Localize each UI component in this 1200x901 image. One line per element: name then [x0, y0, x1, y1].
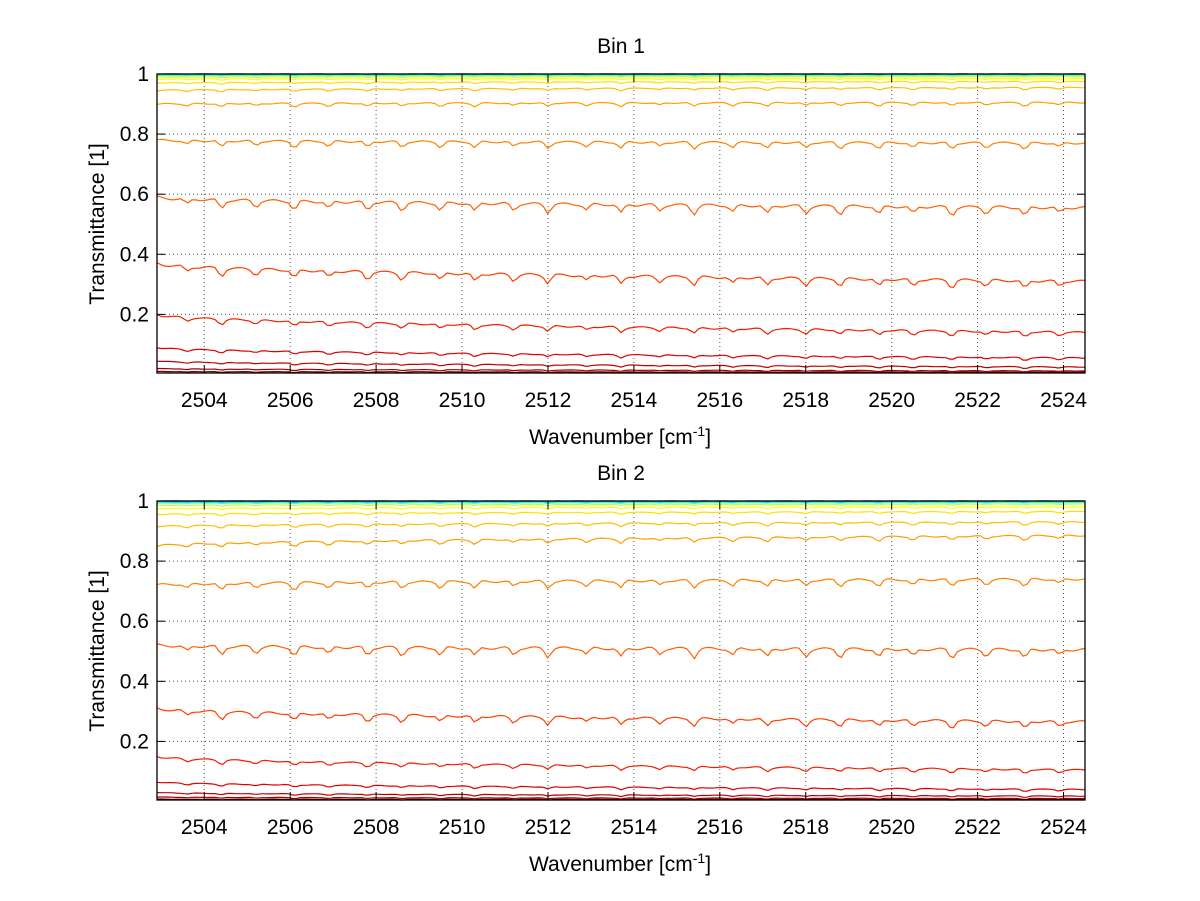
- y-axis-label: Transmittance [1]: [86, 570, 109, 731]
- chart-title: Bin 1: [597, 35, 645, 58]
- y-tick-label: 0.6: [120, 183, 149, 206]
- x-tick-label: 2516: [696, 389, 743, 412]
- plot-area: 2504 2506 2508 2510 2512 2514 2516 2518 2520 2522…: [120, 63, 1087, 412]
- y-tick-label: 1: [137, 63, 149, 86]
- chart-title: Bin 2: [597, 462, 645, 485]
- plot-area: 2504 2506 2508 2510 2512 2514 2516 2518 2520 2522…: [120, 490, 1087, 839]
- series-line: [156, 360, 1085, 370]
- x-tick-label: 2504: [181, 816, 228, 839]
- x-tick-label: 2506: [267, 816, 314, 839]
- y-tick-label: 0.8: [120, 123, 149, 146]
- y-tick-label: 0.4: [120, 670, 150, 693]
- subplot-bin-2: Bin 2 2504 2506 2508 2510 2512 2514 2516 2518 25…: [86, 462, 1087, 876]
- series-line: [156, 347, 1086, 361]
- series-line: [156, 101, 1086, 108]
- series-line: [156, 781, 1086, 792]
- x-tick-label: 2520: [868, 389, 915, 412]
- x-tick-label: 2516: [696, 816, 743, 839]
- series-line: [156, 643, 1086, 660]
- series-line: [156, 77, 1086, 81]
- series-line: [157, 75, 1085, 79]
- x-tick-label: 2522: [954, 816, 1001, 839]
- series-line: [157, 367, 1086, 373]
- series-line: [156, 756, 1086, 774]
- x-tick-label: 2524: [1040, 816, 1087, 839]
- x-tick-label: 2512: [525, 816, 572, 839]
- series-line: [156, 521, 1086, 529]
- series-line: [157, 80, 1086, 85]
- x-axis-label: Wavenumber [cm-1]: [529, 850, 711, 876]
- x-tick-label: 2504: [181, 389, 228, 412]
- x-tick-label: 2518: [782, 816, 829, 839]
- series-line: [156, 503, 1085, 507]
- subplot-bin-1: Bin 1 2504 2506 2508 2510 2512 2514 2516 2518 25…: [86, 35, 1087, 449]
- series-line: [156, 792, 1085, 798]
- x-tick-label: 2522: [954, 389, 1001, 412]
- axes-frame: [156, 500, 1086, 801]
- x-tick-label: 2508: [353, 816, 400, 839]
- x-tick-label: 2506: [267, 389, 314, 412]
- series-line: [156, 500, 1086, 504]
- x-axis-label: Wavenumber [cm-1]: [529, 423, 711, 449]
- series-line: [156, 534, 1086, 548]
- series-line: [157, 796, 1086, 801]
- y-tick-label: 0.8: [120, 550, 149, 573]
- series-line: [156, 262, 1086, 289]
- series-line: [156, 707, 1086, 729]
- series-line: [156, 510, 1086, 517]
- x-tick-label: 2518: [782, 389, 829, 412]
- series-line: [156, 577, 1086, 590]
- y-tick-label: 1: [137, 490, 149, 513]
- x-tick-label: 2514: [611, 816, 658, 839]
- y-tick-label: 0.2: [120, 303, 149, 326]
- x-tick-label: 2514: [611, 389, 658, 412]
- x-tick-label: 2510: [439, 389, 486, 412]
- series-line: [156, 506, 1086, 511]
- series-line: [156, 195, 1086, 217]
- y-tick-label: 0.4: [120, 243, 150, 266]
- series-line: [157, 74, 1086, 77]
- series-line: [156, 501, 1086, 505]
- x-tick-label: 2510: [439, 816, 486, 839]
- y-tick-label: 0.6: [120, 610, 149, 633]
- x-tick-label: 2524: [1040, 389, 1087, 412]
- x-tick-label: 2520: [868, 816, 915, 839]
- y-tick-label: 0.2: [120, 730, 149, 753]
- axes-frame: [156, 73, 1086, 374]
- series-line: [156, 314, 1086, 337]
- x-tick-label: 2512: [525, 389, 572, 412]
- series-line: [156, 86, 1086, 93]
- y-axis-label: Transmittance [1]: [86, 143, 109, 304]
- x-tick-label: 2508: [353, 389, 400, 412]
- series-line: [156, 138, 1086, 150]
